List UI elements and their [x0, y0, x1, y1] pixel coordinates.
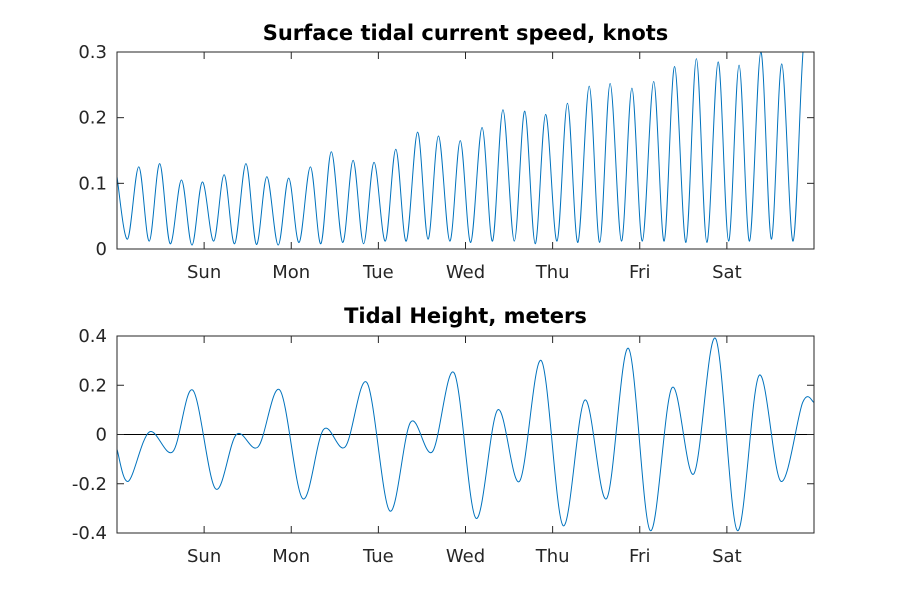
height-x-tick-label: Sun	[187, 546, 221, 567]
speed-x-tick-label: Fri	[629, 262, 650, 283]
height-x-tick-label: Tue	[362, 546, 394, 567]
height-y-tick-label: -0.4	[72, 523, 107, 544]
speed-y-tick-label: 0.3	[78, 42, 107, 63]
speed-y-tick-label: 0.2	[78, 108, 107, 129]
speed-x-tick-label: Tue	[362, 262, 394, 283]
height-x-tick-label: Fri	[629, 546, 650, 567]
current-speed-plot: 0 0.1 0.2 0.3 Sun Mon Tue Wed Thu Fri Sat	[78, 42, 815, 283]
speed-x-tick-label: Wed	[446, 262, 485, 283]
speed-y-tick-label: 0.1	[78, 173, 107, 194]
height-x-tick-label: Mon	[272, 546, 310, 567]
height-x-tick-label: Sat	[712, 546, 742, 567]
current-speed-title: Surface tidal current speed, knots	[263, 21, 669, 45]
height-y-tick-label: -0.2	[72, 474, 107, 495]
speed-x-tick-label: Thu	[535, 262, 570, 283]
speed-y-tick-label: 0	[96, 239, 107, 260]
height-x-tick-label: Wed	[446, 546, 485, 567]
current-speed-panel: Surface tidal current speed, knots 00.10…	[78, 21, 815, 283]
speed-series-line	[117, 52, 804, 246]
speed-x-tick-label: Sat	[712, 262, 742, 283]
tidal-height-plot: -0.4 -0.2 0 0.2 0.4 Sun Mon Tue Wed Thu Fri Sat	[72, 326, 815, 567]
tidal-height-title: Tidal Height, meters	[344, 304, 587, 328]
height-y-tick-label: 0	[96, 425, 107, 446]
height-x-tick-label: Thu	[535, 546, 570, 567]
speed-x-tick-label: Sun	[187, 262, 221, 283]
tidal-height-panel: Tidal Height, meters -0.4 -0.2 0 0.2 0.4 Sun M…	[72, 304, 815, 567]
speed-x-tick-label: Mon	[272, 262, 310, 283]
height-y-tick-label: 0.2	[78, 375, 107, 396]
height-y-tick-label: 0.4	[78, 326, 107, 347]
height-series-line	[117, 337, 814, 532]
